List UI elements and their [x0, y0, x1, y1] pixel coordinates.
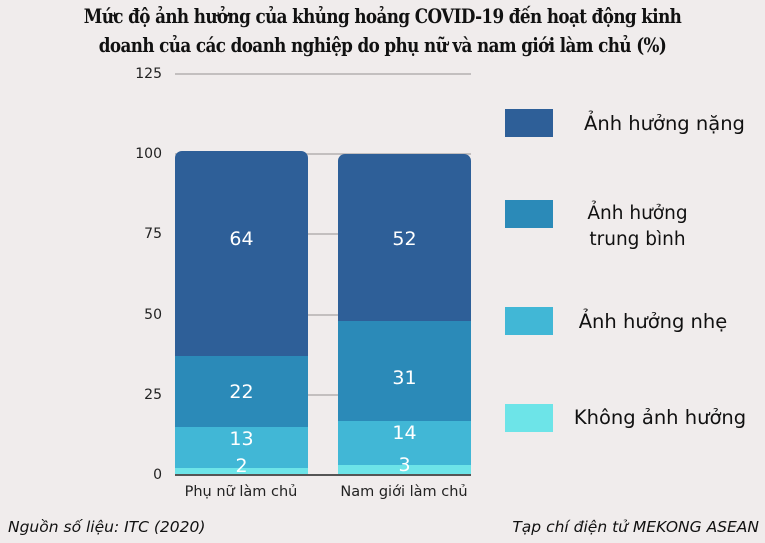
legend-label-light: Ảnh hưởng nhẹ — [578, 310, 728, 333]
legend-label-medium: Ảnh hưởng trung bình — [570, 201, 705, 253]
legend-label-medium-line-1: Ảnh hưởng — [587, 203, 688, 224]
value-label-women-heavy: 64 — [229, 228, 254, 250]
y-tick-25: 25 — [144, 387, 162, 403]
legend-swatch-none — [505, 404, 553, 432]
chart-title: Mức độ ảnh hưởng của khủng hoảng COVID-1… — [54, 2, 712, 60]
y-tick-50: 50 — [144, 307, 162, 323]
x-axis-baseline — [175, 474, 471, 476]
bar-men-owned[interactable] — [338, 154, 471, 475]
segment-medium — [338, 321, 471, 421]
gridline-100 — [175, 153, 471, 155]
value-label-men-heavy: 52 — [392, 228, 417, 250]
bar-women-owned[interactable] — [175, 151, 308, 475]
segment-none — [338, 465, 471, 475]
segment-heavy — [175, 151, 308, 356]
source-note: Nguồn số liệu: ITC (2020) — [8, 518, 206, 536]
gridline-75 — [175, 233, 471, 235]
legend-label-medium-line-2: trung bình — [589, 229, 686, 250]
y-tick-0: 0 — [153, 467, 162, 483]
legend-swatch-heavy — [505, 109, 553, 137]
value-label-men-light: 14 — [392, 422, 417, 444]
value-label-women-none: 2 — [235, 455, 248, 477]
publisher-credit: Tạp chí điện tử MEKONG ASEAN — [512, 518, 759, 536]
gridline-50 — [175, 314, 471, 316]
value-label-men-medium: 31 — [392, 367, 417, 389]
value-label-men-none: 3 — [398, 454, 411, 476]
segment-medium — [175, 356, 308, 427]
y-tick-75: 75 — [144, 226, 162, 242]
value-label-women-medium: 22 — [229, 381, 254, 403]
segment-heavy — [338, 154, 471, 321]
segment-none — [175, 468, 308, 475]
segment-light — [175, 427, 308, 469]
y-tick-125: 125 — [135, 66, 162, 82]
x-label-men-owned: Nam giới làm chủ — [340, 484, 468, 500]
y-tick-100: 100 — [135, 146, 162, 162]
chart-title-line-1: Mức độ ảnh hưởng của khủng hoảng COVID-1… — [83, 5, 682, 28]
legend-swatch-light — [505, 307, 553, 335]
legend-label-none: Không ảnh hưởng — [573, 406, 747, 429]
chart-title-line-2: doanh của các doanh nghiệp do phụ nữ và … — [98, 34, 667, 57]
segment-light — [338, 421, 471, 466]
value-label-women-light: 13 — [229, 428, 254, 450]
legend-label-heavy: Ảnh hưởng nặng — [584, 112, 745, 135]
legend-swatch-medium — [505, 200, 553, 228]
x-label-women-owned: Phụ nữ làm chủ — [184, 484, 298, 500]
gridline-25 — [175, 394, 471, 396]
gridline-125 — [175, 73, 471, 75]
